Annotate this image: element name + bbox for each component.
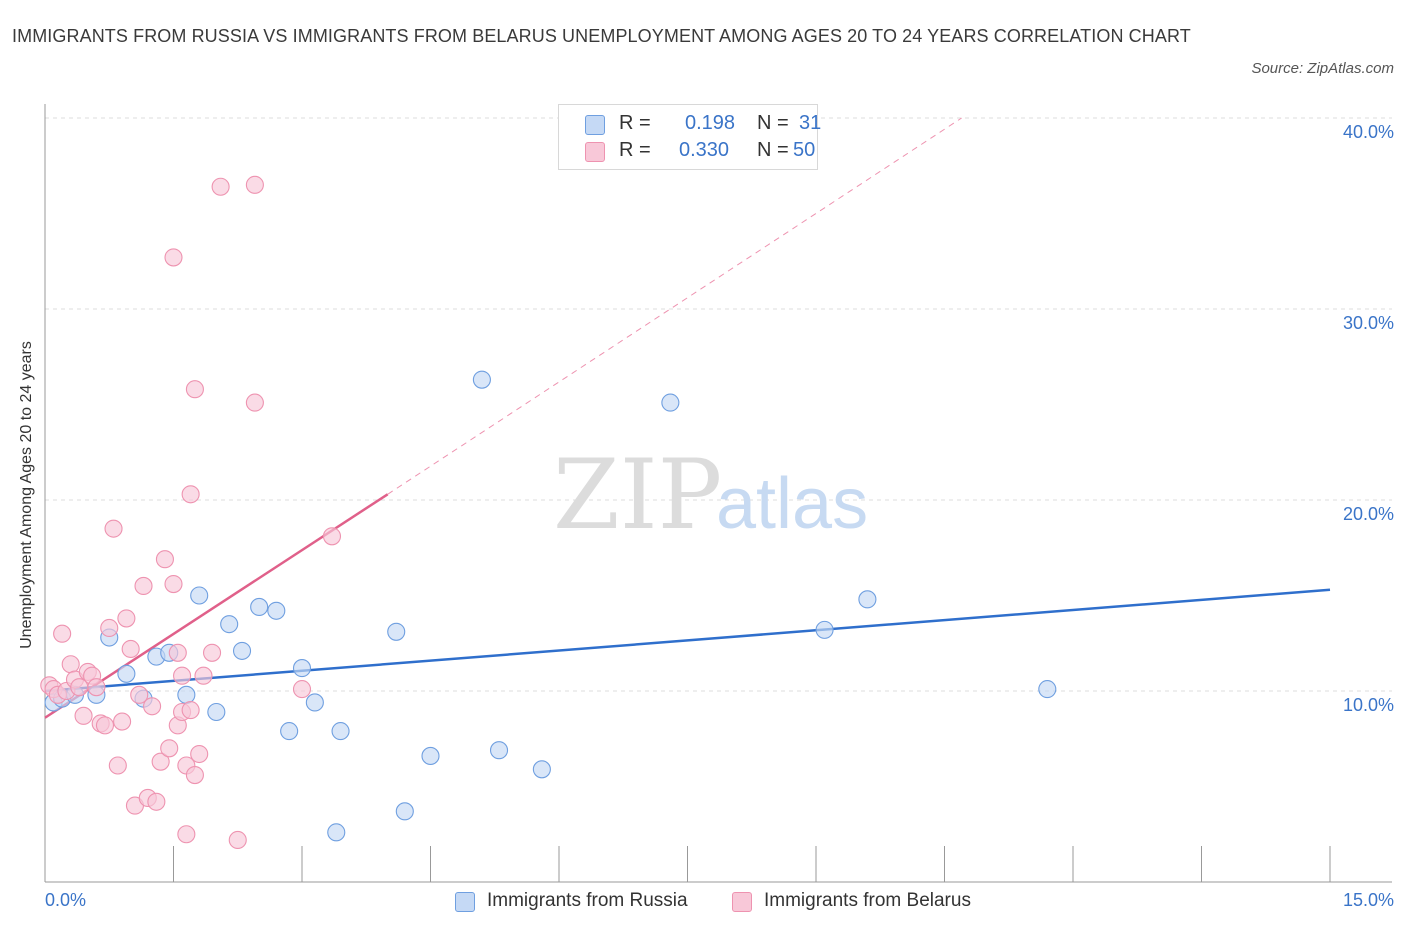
point-belarus bbox=[160, 739, 179, 758]
point-belarus bbox=[61, 655, 80, 674]
n-value-belarus: 50 bbox=[793, 139, 816, 161]
point-belarus bbox=[121, 639, 140, 659]
point-russia bbox=[190, 586, 209, 605]
point-belarus bbox=[292, 680, 312, 699]
point-russia bbox=[117, 664, 136, 683]
n-value-russia: 31 bbox=[799, 112, 822, 134]
point-russia bbox=[331, 722, 350, 741]
trend-extension-belarus bbox=[387, 117, 962, 495]
point-russia bbox=[292, 659, 312, 678]
legend-swatch-russia bbox=[585, 115, 605, 135]
point-russia bbox=[280, 722, 299, 741]
point-belarus bbox=[185, 765, 204, 785]
series-legend: Immigrants from Russia Immigrants from B… bbox=[0, 890, 1406, 916]
gridlines bbox=[45, 117, 1392, 692]
legend-label-russia: Immigrants from Russia bbox=[487, 890, 688, 911]
y-tick-label: 30.0% bbox=[1342, 313, 1394, 333]
point-russia bbox=[472, 370, 491, 389]
point-belarus bbox=[87, 678, 106, 697]
point-russia bbox=[232, 641, 252, 660]
chart-source: Source: ZipAtlas.com bbox=[1251, 60, 1394, 77]
point-belarus bbox=[177, 825, 196, 844]
point-belarus bbox=[74, 706, 93, 725]
point-belarus bbox=[211, 177, 230, 196]
point-russia bbox=[421, 746, 440, 765]
point-russia bbox=[207, 702, 226, 722]
point-belarus bbox=[113, 712, 132, 731]
point-russia bbox=[305, 693, 324, 712]
point-russia bbox=[250, 597, 269, 617]
point-belarus bbox=[245, 175, 264, 194]
r-value-russia: 0.198 bbox=[685, 112, 736, 134]
point-belarus bbox=[95, 716, 115, 735]
n-label: N = bbox=[757, 112, 789, 134]
trend-line-russia bbox=[44, 588, 1331, 693]
point-belarus bbox=[53, 624, 72, 643]
point-russia bbox=[327, 823, 346, 842]
point-belarus bbox=[147, 792, 166, 811]
data-points bbox=[40, 175, 1057, 850]
legend-swatch-belarus bbox=[585, 142, 605, 162]
r-label: R = bbox=[619, 139, 651, 161]
point-russia bbox=[267, 601, 286, 620]
point-belarus bbox=[134, 576, 153, 596]
point-belarus bbox=[155, 550, 174, 569]
trend-lines bbox=[44, 117, 1331, 719]
legend-label-belarus: Immigrants from Belarus bbox=[764, 890, 971, 911]
point-belarus bbox=[104, 519, 123, 538]
point-belarus bbox=[194, 666, 213, 685]
point-belarus bbox=[173, 666, 192, 685]
point-belarus bbox=[100, 618, 119, 638]
point-belarus bbox=[117, 609, 136, 628]
y-tick-label: 10.0% bbox=[1342, 695, 1394, 715]
stats-legend: R = 0.198 N = 31 R = 0.330 N = 50 bbox=[558, 104, 822, 170]
point-belarus bbox=[245, 393, 264, 412]
point-russia bbox=[1038, 680, 1057, 699]
point-russia bbox=[387, 622, 406, 641]
point-belarus bbox=[322, 527, 342, 546]
point-belarus bbox=[185, 380, 204, 399]
point-belarus bbox=[190, 744, 209, 764]
r-value-belarus: 0.330 bbox=[679, 139, 730, 161]
legend-swatch-belarus bbox=[732, 892, 752, 912]
x-tick-label-max: 15.0% bbox=[1342, 890, 1394, 910]
point-belarus bbox=[143, 697, 162, 716]
point-belarus bbox=[228, 830, 247, 850]
point-belarus bbox=[168, 643, 187, 662]
point-russia bbox=[661, 393, 680, 412]
chart-title: IMMIGRANTS FROM RUSSIA VS IMMIGRANTS FRO… bbox=[12, 26, 1191, 46]
n-label: N = bbox=[757, 139, 789, 161]
point-russia bbox=[177, 685, 196, 704]
y-tick-label: 20.0% bbox=[1342, 504, 1394, 524]
x-tick-label-min: 0.0% bbox=[45, 890, 87, 910]
point-belarus bbox=[151, 752, 170, 771]
axes bbox=[44, 104, 1392, 883]
point-russia bbox=[395, 802, 414, 821]
point-belarus bbox=[108, 756, 127, 775]
point-belarus bbox=[181, 701, 200, 720]
point-russia bbox=[489, 741, 509, 760]
point-belarus bbox=[181, 485, 200, 504]
watermark-atlas: atlas bbox=[716, 464, 868, 544]
y-tick-label: 40.0% bbox=[1342, 122, 1394, 142]
point-russia bbox=[220, 615, 239, 634]
legend-swatch-russia bbox=[455, 892, 475, 912]
point-belarus bbox=[203, 643, 222, 662]
point-russia bbox=[532, 760, 551, 779]
point-russia bbox=[815, 620, 834, 639]
point-russia bbox=[858, 590, 877, 609]
point-belarus bbox=[130, 685, 149, 704]
point-belarus bbox=[164, 248, 183, 267]
r-label: R = bbox=[619, 112, 651, 134]
point-belarus bbox=[164, 574, 183, 594]
watermark-zip: ZIP bbox=[553, 439, 722, 551]
